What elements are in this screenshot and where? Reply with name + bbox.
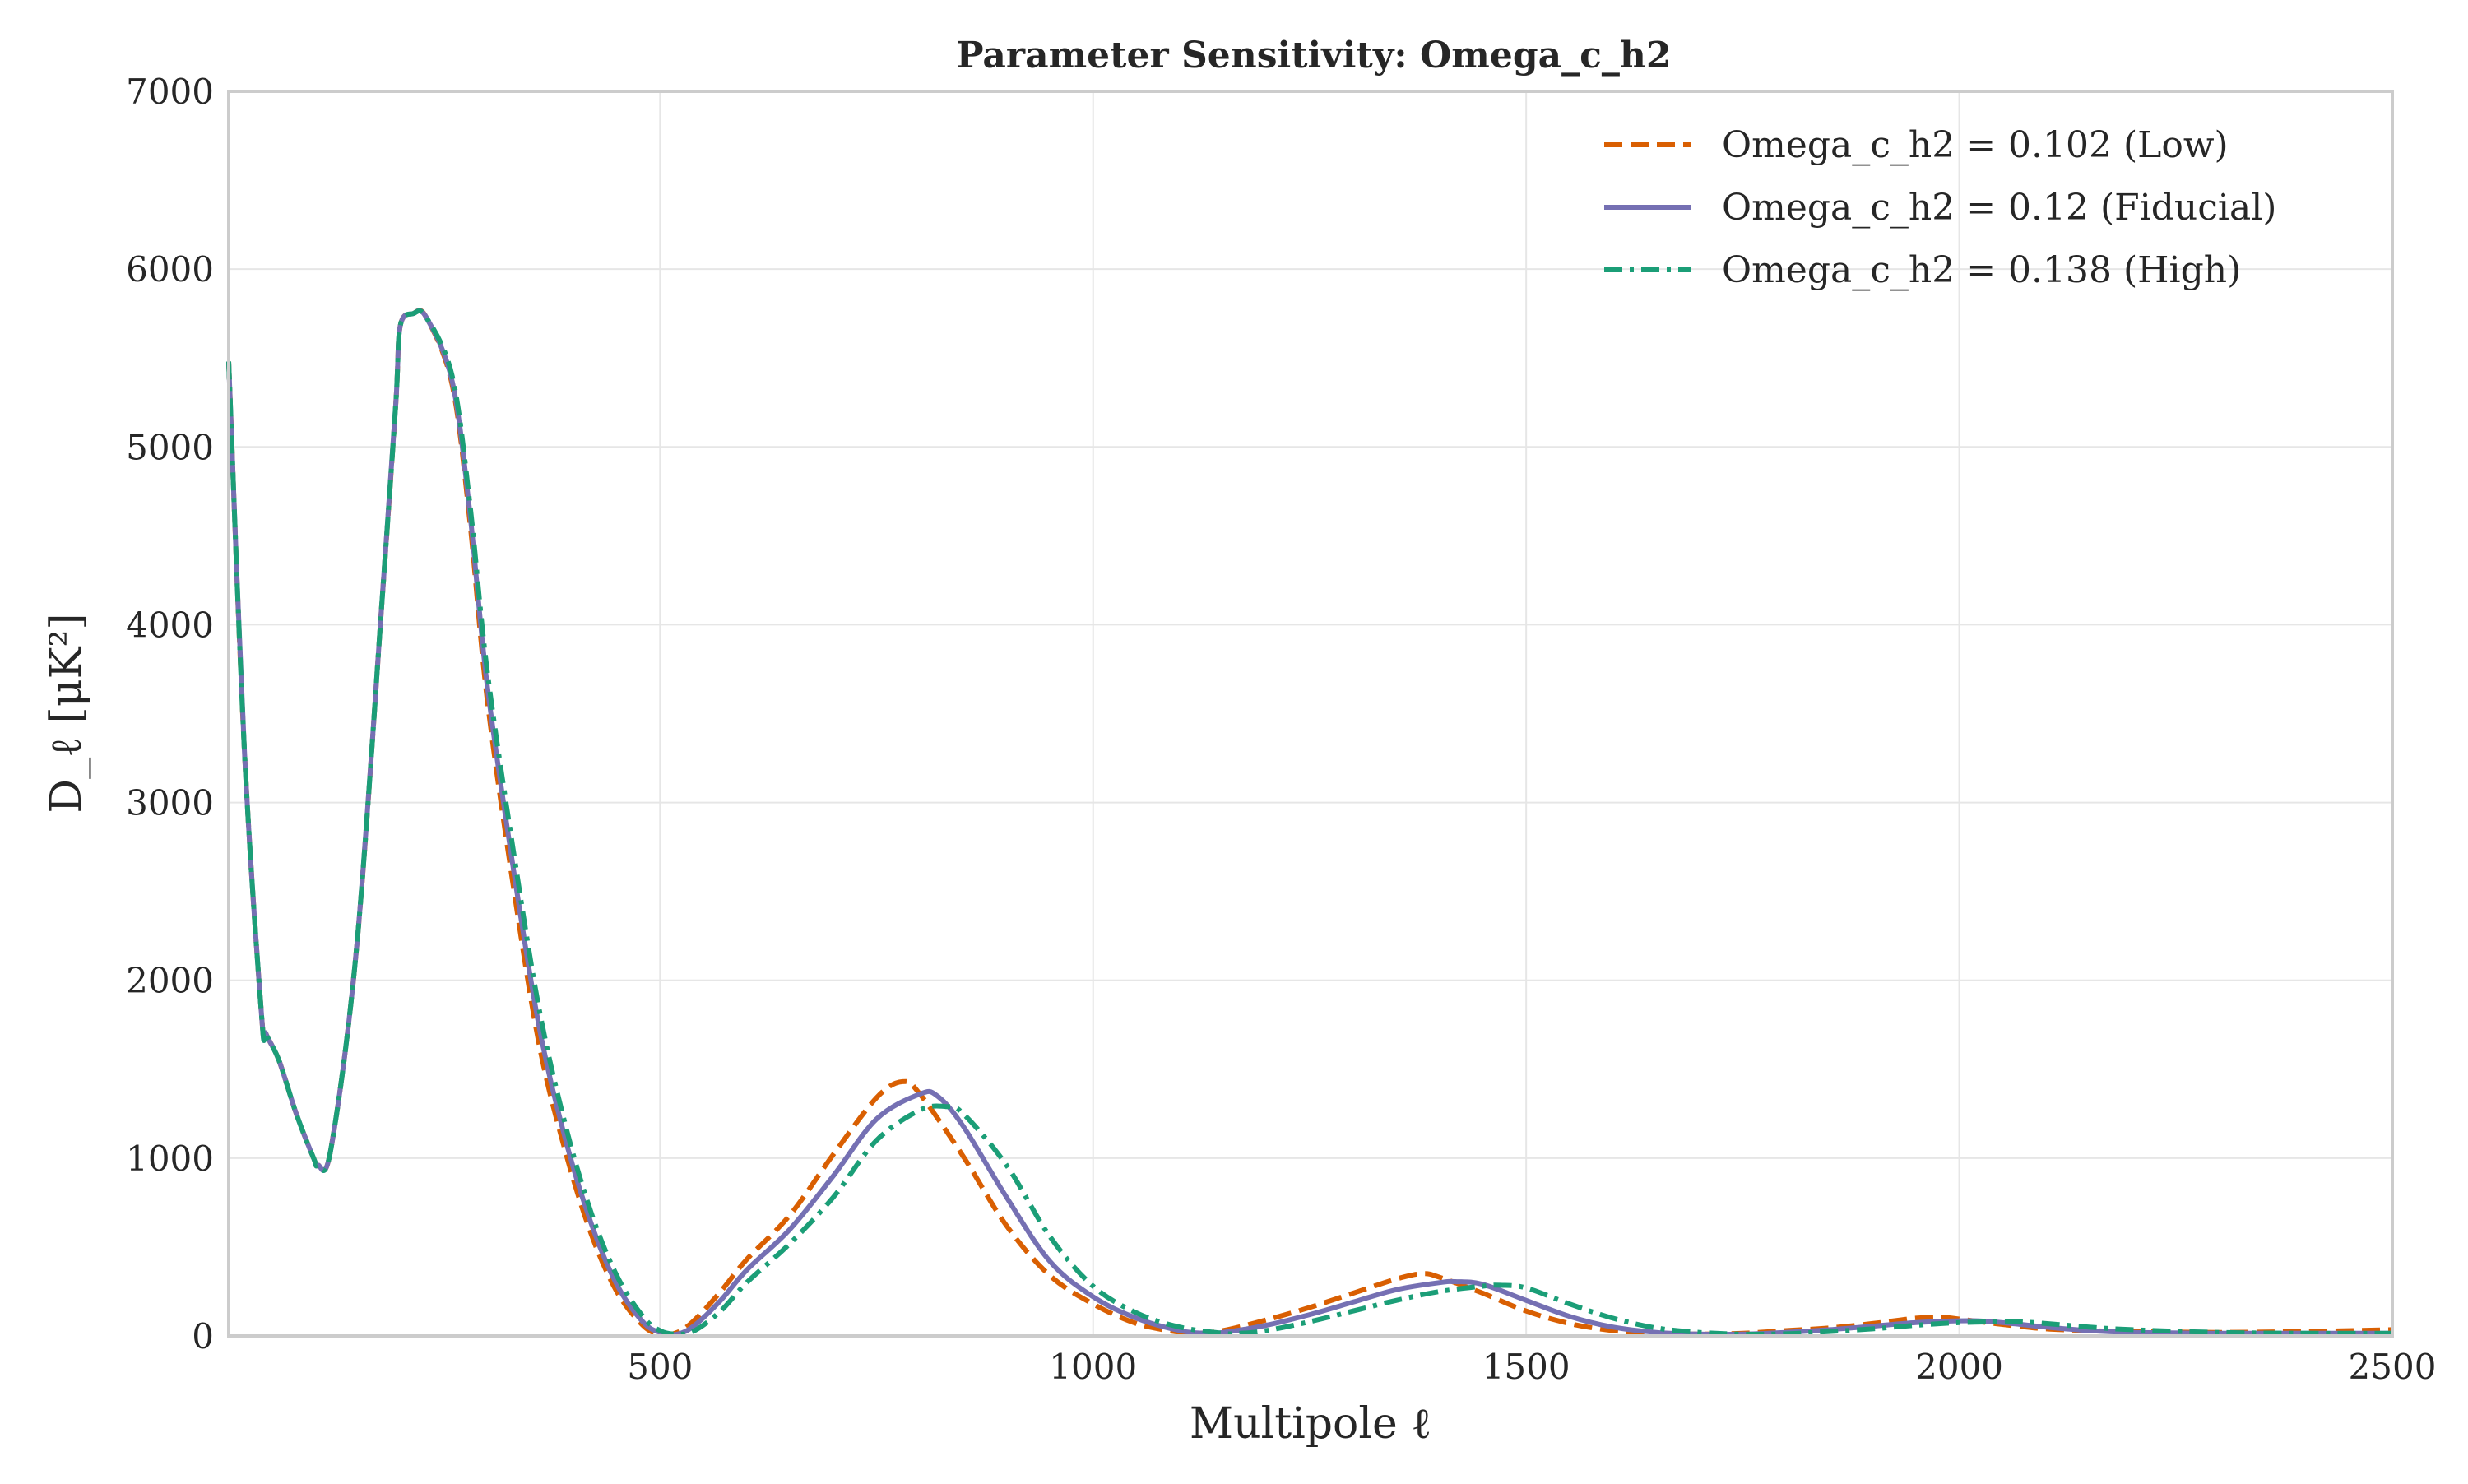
legend-label: Omega_c_h2 = 0.138 (High) bbox=[1722, 249, 2241, 291]
y-tick-label: 0 bbox=[192, 1316, 214, 1356]
x-tick-label: 1000 bbox=[1049, 1347, 1137, 1387]
y-tick-label: 7000 bbox=[126, 72, 214, 112]
y-tick-label: 5000 bbox=[126, 427, 214, 467]
x-axis-label: Multipole ℓ bbox=[1190, 1399, 1431, 1449]
series-high-line bbox=[226, 308, 2393, 1337]
y-tick-label: 2000 bbox=[126, 961, 214, 1001]
plot-frame bbox=[227, 90, 2394, 1338]
chart-title: Parameter Sensitivity: Omega_c_h2 bbox=[956, 35, 1671, 77]
y-tick-label: 3000 bbox=[126, 783, 214, 823]
x-tick-label: 2500 bbox=[2349, 1347, 2437, 1387]
legend-label: Omega_c_h2 = 0.102 (Low) bbox=[1722, 124, 2229, 166]
x-tick-label: 1500 bbox=[1482, 1347, 1570, 1387]
tick-layer: 0 1000 2000 3000 4000 5000 6000 7000 500 1000 1500… bbox=[126, 72, 2436, 1387]
series-fiducial-line bbox=[226, 308, 2392, 1338]
legend: Omega_c_h2 = 0.102 (Low) Omega_c_h2 = 0.1… bbox=[1604, 124, 2276, 291]
series-layer bbox=[226, 308, 2393, 1338]
grid bbox=[229, 91, 2392, 1336]
y-tick-label: 4000 bbox=[126, 605, 214, 645]
x-tick-label: 500 bbox=[627, 1347, 693, 1387]
y-tick-label: 6000 bbox=[126, 249, 214, 290]
y-tick-label: 1000 bbox=[126, 1139, 214, 1179]
legend-label: Omega_c_h2 = 0.12 (Fiducial) bbox=[1722, 187, 2276, 229]
y-axis-label: D_ℓ [μK²] bbox=[42, 613, 91, 813]
x-tick-label: 2000 bbox=[1915, 1347, 2003, 1387]
